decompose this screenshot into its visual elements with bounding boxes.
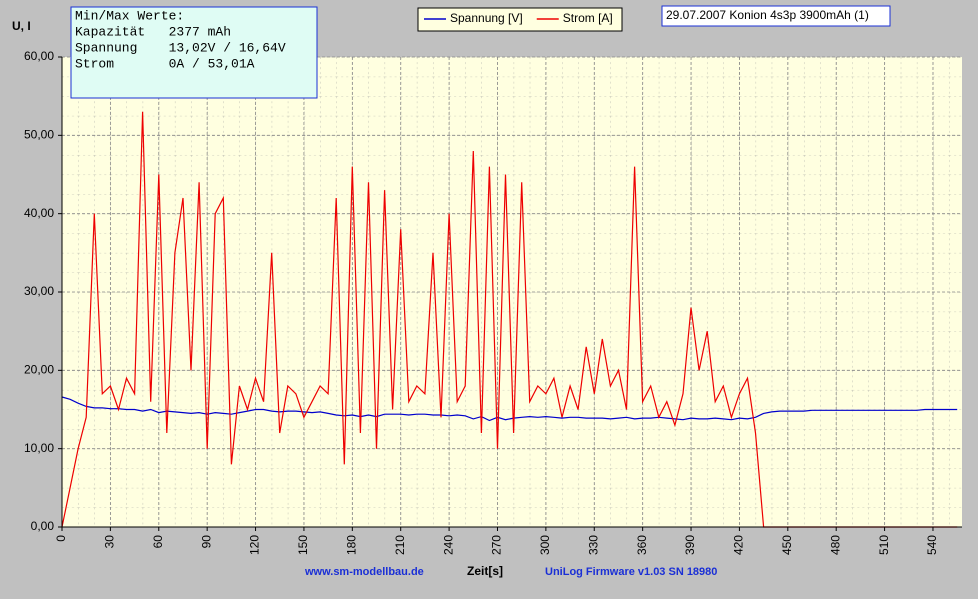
y-tick-label: 60,00: [24, 49, 54, 63]
x-tick-label: 120: [248, 535, 262, 555]
x-tick-label: 510: [877, 535, 891, 555]
legend-label: Spannung [V]: [450, 11, 523, 25]
x-tick-label: 0: [54, 535, 68, 542]
x-tick-label: 240: [441, 535, 455, 555]
footer-right: UniLog Firmware v1.03 SN 18980: [545, 566, 717, 578]
info-line: Min/Max Werte:: [75, 8, 184, 23]
x-tick-label: 390: [683, 535, 697, 555]
x-tick-label: 300: [538, 535, 552, 555]
y-label: U, I: [12, 19, 31, 33]
info-line: Kapazität 2377 mAh: [75, 24, 231, 39]
y-tick-label: 30,00: [24, 284, 54, 298]
x-tick-label: 450: [780, 535, 794, 555]
x-tick-label: 480: [828, 535, 842, 555]
x-tick-label: 60: [151, 535, 165, 549]
y-tick-label: 20,00: [24, 363, 54, 377]
x-label: Zeit[s]: [467, 564, 503, 578]
x-tick-label: 420: [732, 535, 746, 555]
x-tick-label: 540: [925, 535, 939, 555]
info-line: Strom 0A / 53,01A: [75, 56, 255, 71]
legend: [417, 7, 623, 32]
y-tick-label: 50,00: [24, 128, 54, 142]
info-box: [70, 6, 318, 99]
series-line: [61, 396, 958, 422]
y-tick-label: 0,00: [31, 519, 55, 533]
y-tick-label: 10,00: [24, 441, 54, 455]
x-tick-label: 30: [103, 535, 117, 549]
x-tick-label: 270: [490, 535, 504, 555]
footer-left: www.sm-modellbau.de: [304, 566, 424, 578]
info-line: Spannung 13,02V / 16,64V: [75, 40, 286, 55]
y-tick-label: 40,00: [24, 206, 54, 220]
annotation: 29.07.2007 Konion 4s3p 3900mAh (1): [666, 8, 869, 22]
x-tick-label: 180: [344, 535, 358, 555]
x-tick-label: 210: [393, 535, 407, 555]
annotation-box: [661, 5, 891, 27]
x-tick-label: 330: [586, 535, 600, 555]
x-tick-label: 360: [635, 535, 649, 555]
x-tick-label: 90: [199, 535, 213, 549]
legend-label: Strom [A]: [563, 11, 613, 25]
x-tick-label: 150: [296, 535, 310, 555]
